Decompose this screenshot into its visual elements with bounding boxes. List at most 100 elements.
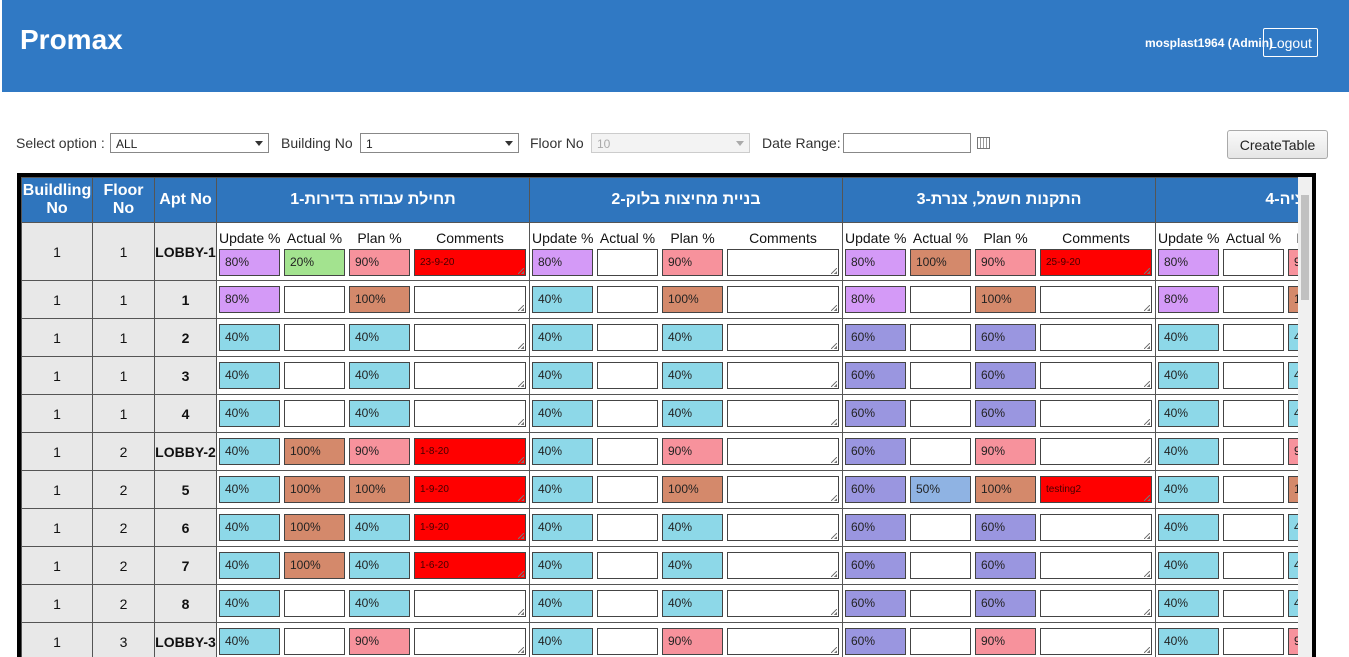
percent-input[interactable]: 40% [1158,400,1219,427]
percent-input[interactable]: 40% [662,362,723,389]
comment-input[interactable] [1040,438,1152,465]
comment-input[interactable] [414,362,526,389]
percent-input[interactable]: 80% [219,286,280,313]
percent-input[interactable]: 40% [219,628,280,655]
comment-input[interactable]: testing2 [1040,476,1152,503]
percent-input[interactable] [1223,400,1284,427]
percent-input[interactable] [1223,590,1284,617]
percent-input[interactable]: 40% [1158,362,1219,389]
comment-input[interactable]: 1-9-20 [414,476,526,503]
percent-input[interactable]: 40% [219,590,280,617]
percent-input[interactable] [910,590,971,617]
percent-input[interactable]: 40% [662,514,723,541]
percent-input[interactable]: 90% [662,249,723,276]
comment-input[interactable]: 23-9-20 [414,249,526,276]
create-table-button[interactable]: CreateTable [1227,130,1328,159]
percent-input[interactable]: 60% [845,400,906,427]
percent-input[interactable]: 60% [845,476,906,503]
percent-input[interactable]: 40% [1158,514,1219,541]
percent-input[interactable] [597,476,658,503]
percent-input[interactable]: 100% [975,476,1036,503]
percent-input[interactable]: 40% [219,514,280,541]
percent-input[interactable]: 40% [532,286,593,313]
comment-input[interactable] [727,628,839,655]
comment-input[interactable]: 25-9-20 [1040,249,1152,276]
percent-input[interactable] [284,324,345,351]
percent-input[interactable]: 40% [532,552,593,579]
percent-input[interactable]: 40% [349,590,410,617]
percent-input[interactable]: 60% [975,400,1036,427]
percent-input[interactable] [910,552,971,579]
comment-input[interactable] [414,590,526,617]
percent-input[interactable] [910,324,971,351]
percent-input[interactable]: 40% [532,628,593,655]
percent-input[interactable] [910,628,971,655]
percent-input[interactable]: 80% [845,286,906,313]
percent-input[interactable]: 40% [349,552,410,579]
percent-input[interactable]: 60% [975,590,1036,617]
percent-input[interactable] [597,552,658,579]
filter-select[interactable]: ALL [110,133,269,153]
percent-input[interactable] [1223,514,1284,541]
comment-input[interactable] [1040,362,1152,389]
percent-input[interactable]: 100% [662,286,723,313]
percent-input[interactable]: 100% [662,476,723,503]
percent-input[interactable]: 90% [975,438,1036,465]
comment-input[interactable]: 1-9-20 [414,514,526,541]
percent-input[interactable]: 80% [219,249,280,276]
percent-input[interactable]: 60% [975,362,1036,389]
percent-input[interactable]: 60% [845,324,906,351]
percent-input[interactable]: 40% [532,362,593,389]
percent-input[interactable] [284,362,345,389]
percent-input[interactable] [597,400,658,427]
percent-input[interactable]: 100% [284,438,345,465]
percent-input[interactable]: 100% [284,476,345,503]
percent-input[interactable]: 100% [910,249,971,276]
calendar-icon[interactable] [977,137,990,149]
comment-input[interactable]: 1-6-20 [414,552,526,579]
percent-input[interactable]: 60% [845,590,906,617]
percent-input[interactable] [597,286,658,313]
percent-input[interactable]: 60% [845,438,906,465]
percent-input[interactable] [597,438,658,465]
percent-input[interactable] [1223,286,1284,313]
percent-input[interactable]: 40% [662,324,723,351]
percent-input[interactable]: 80% [1158,249,1219,276]
percent-input[interactable] [284,628,345,655]
percent-input[interactable]: 40% [219,400,280,427]
percent-input[interactable] [284,400,345,427]
scrollbar[interactable] [1298,177,1312,657]
percent-input[interactable]: 90% [349,628,410,655]
comment-input[interactable] [414,286,526,313]
percent-input[interactable]: 80% [845,249,906,276]
percent-input[interactable]: 40% [532,400,593,427]
percent-input[interactable] [284,590,345,617]
percent-input[interactable]: 60% [975,552,1036,579]
comment-input[interactable] [1040,286,1152,313]
percent-input[interactable]: 80% [1158,286,1219,313]
percent-input[interactable] [910,514,971,541]
percent-input[interactable]: 40% [662,552,723,579]
percent-input[interactable]: 40% [532,476,593,503]
percent-input[interactable]: 40% [349,400,410,427]
comment-input[interactable] [727,552,839,579]
comment-input[interactable] [727,590,839,617]
percent-input[interactable] [284,286,345,313]
percent-input[interactable]: 100% [975,286,1036,313]
percent-input[interactable]: 40% [1158,438,1219,465]
percent-input[interactable] [1223,249,1284,276]
percent-input[interactable] [597,514,658,541]
percent-input[interactable]: 90% [975,249,1036,276]
percent-input[interactable] [910,286,971,313]
comment-input[interactable] [414,324,526,351]
comment-input[interactable] [1040,324,1152,351]
percent-input[interactable] [1223,476,1284,503]
percent-input[interactable] [1223,362,1284,389]
percent-input[interactable]: 90% [349,438,410,465]
percent-input[interactable]: 90% [662,628,723,655]
percent-input[interactable]: 40% [1158,552,1219,579]
percent-input[interactable]: 40% [219,552,280,579]
comment-input[interactable] [727,476,839,503]
comment-input[interactable] [1040,514,1152,541]
percent-input[interactable] [1223,438,1284,465]
